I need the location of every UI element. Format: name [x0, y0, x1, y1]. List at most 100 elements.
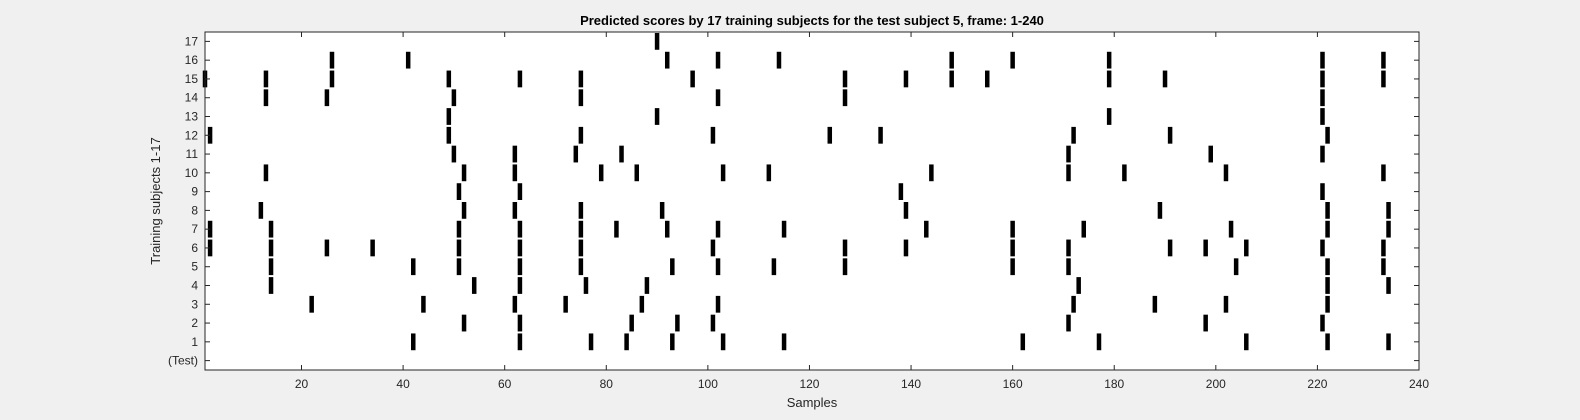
- score-mark: [1320, 183, 1325, 200]
- score-mark: [664, 51, 670, 69]
- score-mark: [563, 295, 568, 313]
- score-mark: [949, 70, 954, 88]
- score-mark: [329, 70, 335, 88]
- score-mark: [776, 51, 782, 69]
- score-mark: [1208, 145, 1213, 163]
- y-tick-label: 15: [185, 72, 199, 86]
- score-mark: [654, 33, 660, 50]
- score-mark: [446, 70, 452, 88]
- x-tick-label: 20: [295, 377, 309, 391]
- score-mark: [1381, 51, 1386, 69]
- x-tick-label: 180: [1104, 377, 1124, 391]
- score-mark: [1071, 295, 1076, 313]
- score-mark: [1381, 239, 1386, 257]
- score-mark: [1320, 108, 1325, 125]
- x-tick-label: 220: [1307, 377, 1327, 391]
- y-tick-label: 10: [185, 166, 199, 180]
- score-mark: [324, 89, 330, 107]
- score-mark: [456, 258, 462, 276]
- score-mark: [578, 258, 584, 276]
- score-mark: [984, 70, 990, 88]
- score-mark: [268, 277, 274, 294]
- score-mark: [517, 70, 523, 88]
- score-mark: [446, 108, 452, 125]
- score-mark: [781, 333, 787, 351]
- y-tick-label: 9: [191, 185, 198, 199]
- score-mark: [598, 164, 604, 182]
- y-tick-label: 7: [191, 222, 198, 236]
- score-mark: [924, 220, 929, 238]
- score-mark: [446, 126, 452, 144]
- score-mark: [842, 89, 848, 107]
- score-mark: [644, 277, 650, 294]
- score-mark: [1076, 277, 1081, 294]
- score-mark: [1386, 333, 1391, 351]
- score-mark: [1320, 314, 1325, 332]
- y-tick-label: 2: [191, 316, 198, 330]
- x-tick-label: 160: [1003, 377, 1023, 391]
- score-mark: [268, 220, 274, 238]
- score-mark: [1106, 70, 1112, 88]
- score-mark: [1152, 295, 1158, 313]
- score-mark: [1325, 202, 1330, 219]
- score-mark: [578, 220, 584, 238]
- score-mark: [898, 183, 904, 200]
- score-mark: [903, 202, 909, 219]
- score-mark: [517, 333, 523, 351]
- score-mark: [1157, 202, 1163, 219]
- score-mark: [629, 314, 634, 332]
- score-mark: [1223, 295, 1229, 313]
- score-mark: [1066, 258, 1071, 276]
- score-mark: [619, 145, 624, 163]
- score-mark: [471, 277, 477, 294]
- score-mark: [1167, 126, 1173, 144]
- x-axis: 20 40 60 80 100 120 140 160 180 200 220 240: [295, 32, 1429, 391]
- score-mark: [517, 258, 523, 276]
- score-mark: [1010, 51, 1015, 69]
- score-mark: [456, 220, 462, 238]
- score-mark: [664, 220, 670, 238]
- y-tick-label: 12: [185, 128, 199, 142]
- plot-area: [205, 32, 1419, 370]
- axes-box: [204, 31, 1420, 371]
- score-mark: [624, 333, 629, 351]
- score-mark: [1325, 277, 1330, 294]
- score-mark: [710, 314, 716, 332]
- score-mark: [578, 239, 584, 257]
- score-mark: [421, 295, 426, 313]
- score-mark: [614, 220, 619, 238]
- score-mark: [715, 258, 721, 276]
- score-mark: [1244, 239, 1249, 257]
- score-mark: [715, 295, 721, 313]
- chart-title: Predicted scores by 17 training subjects…: [580, 13, 1044, 28]
- score-mark: [456, 239, 462, 257]
- score-mark: [1096, 333, 1102, 351]
- x-tick-label: 240: [1409, 377, 1429, 391]
- y-tick-label: 8: [191, 203, 198, 217]
- score-mark: [517, 239, 523, 257]
- score-mark: [1320, 70, 1325, 88]
- score-mark: [842, 239, 848, 257]
- y-tick-label: 3: [191, 297, 198, 311]
- y-tick-label: 5: [191, 260, 198, 274]
- score-mark: [842, 70, 848, 88]
- score-mark: [1320, 51, 1325, 69]
- score-mark: [715, 220, 721, 238]
- score-mark: [827, 126, 833, 144]
- x-tick-label: 100: [698, 377, 718, 391]
- score-mark: [715, 51, 721, 69]
- score-mark: [370, 239, 375, 257]
- score-mark: [461, 202, 467, 219]
- score-mark: [1010, 258, 1015, 276]
- score-mark: [1244, 333, 1249, 351]
- score-mark: [517, 183, 523, 200]
- score-mark: [517, 277, 523, 294]
- y-tick-label: 16: [185, 53, 199, 67]
- score-mark: [842, 258, 848, 276]
- score-mark: [329, 51, 335, 69]
- x-axis-label: Samples: [787, 395, 838, 410]
- x-tick-label: 60: [498, 377, 512, 391]
- y-tick-label: 13: [185, 110, 199, 124]
- score-mark: [1223, 164, 1229, 182]
- score-mark: [771, 258, 777, 276]
